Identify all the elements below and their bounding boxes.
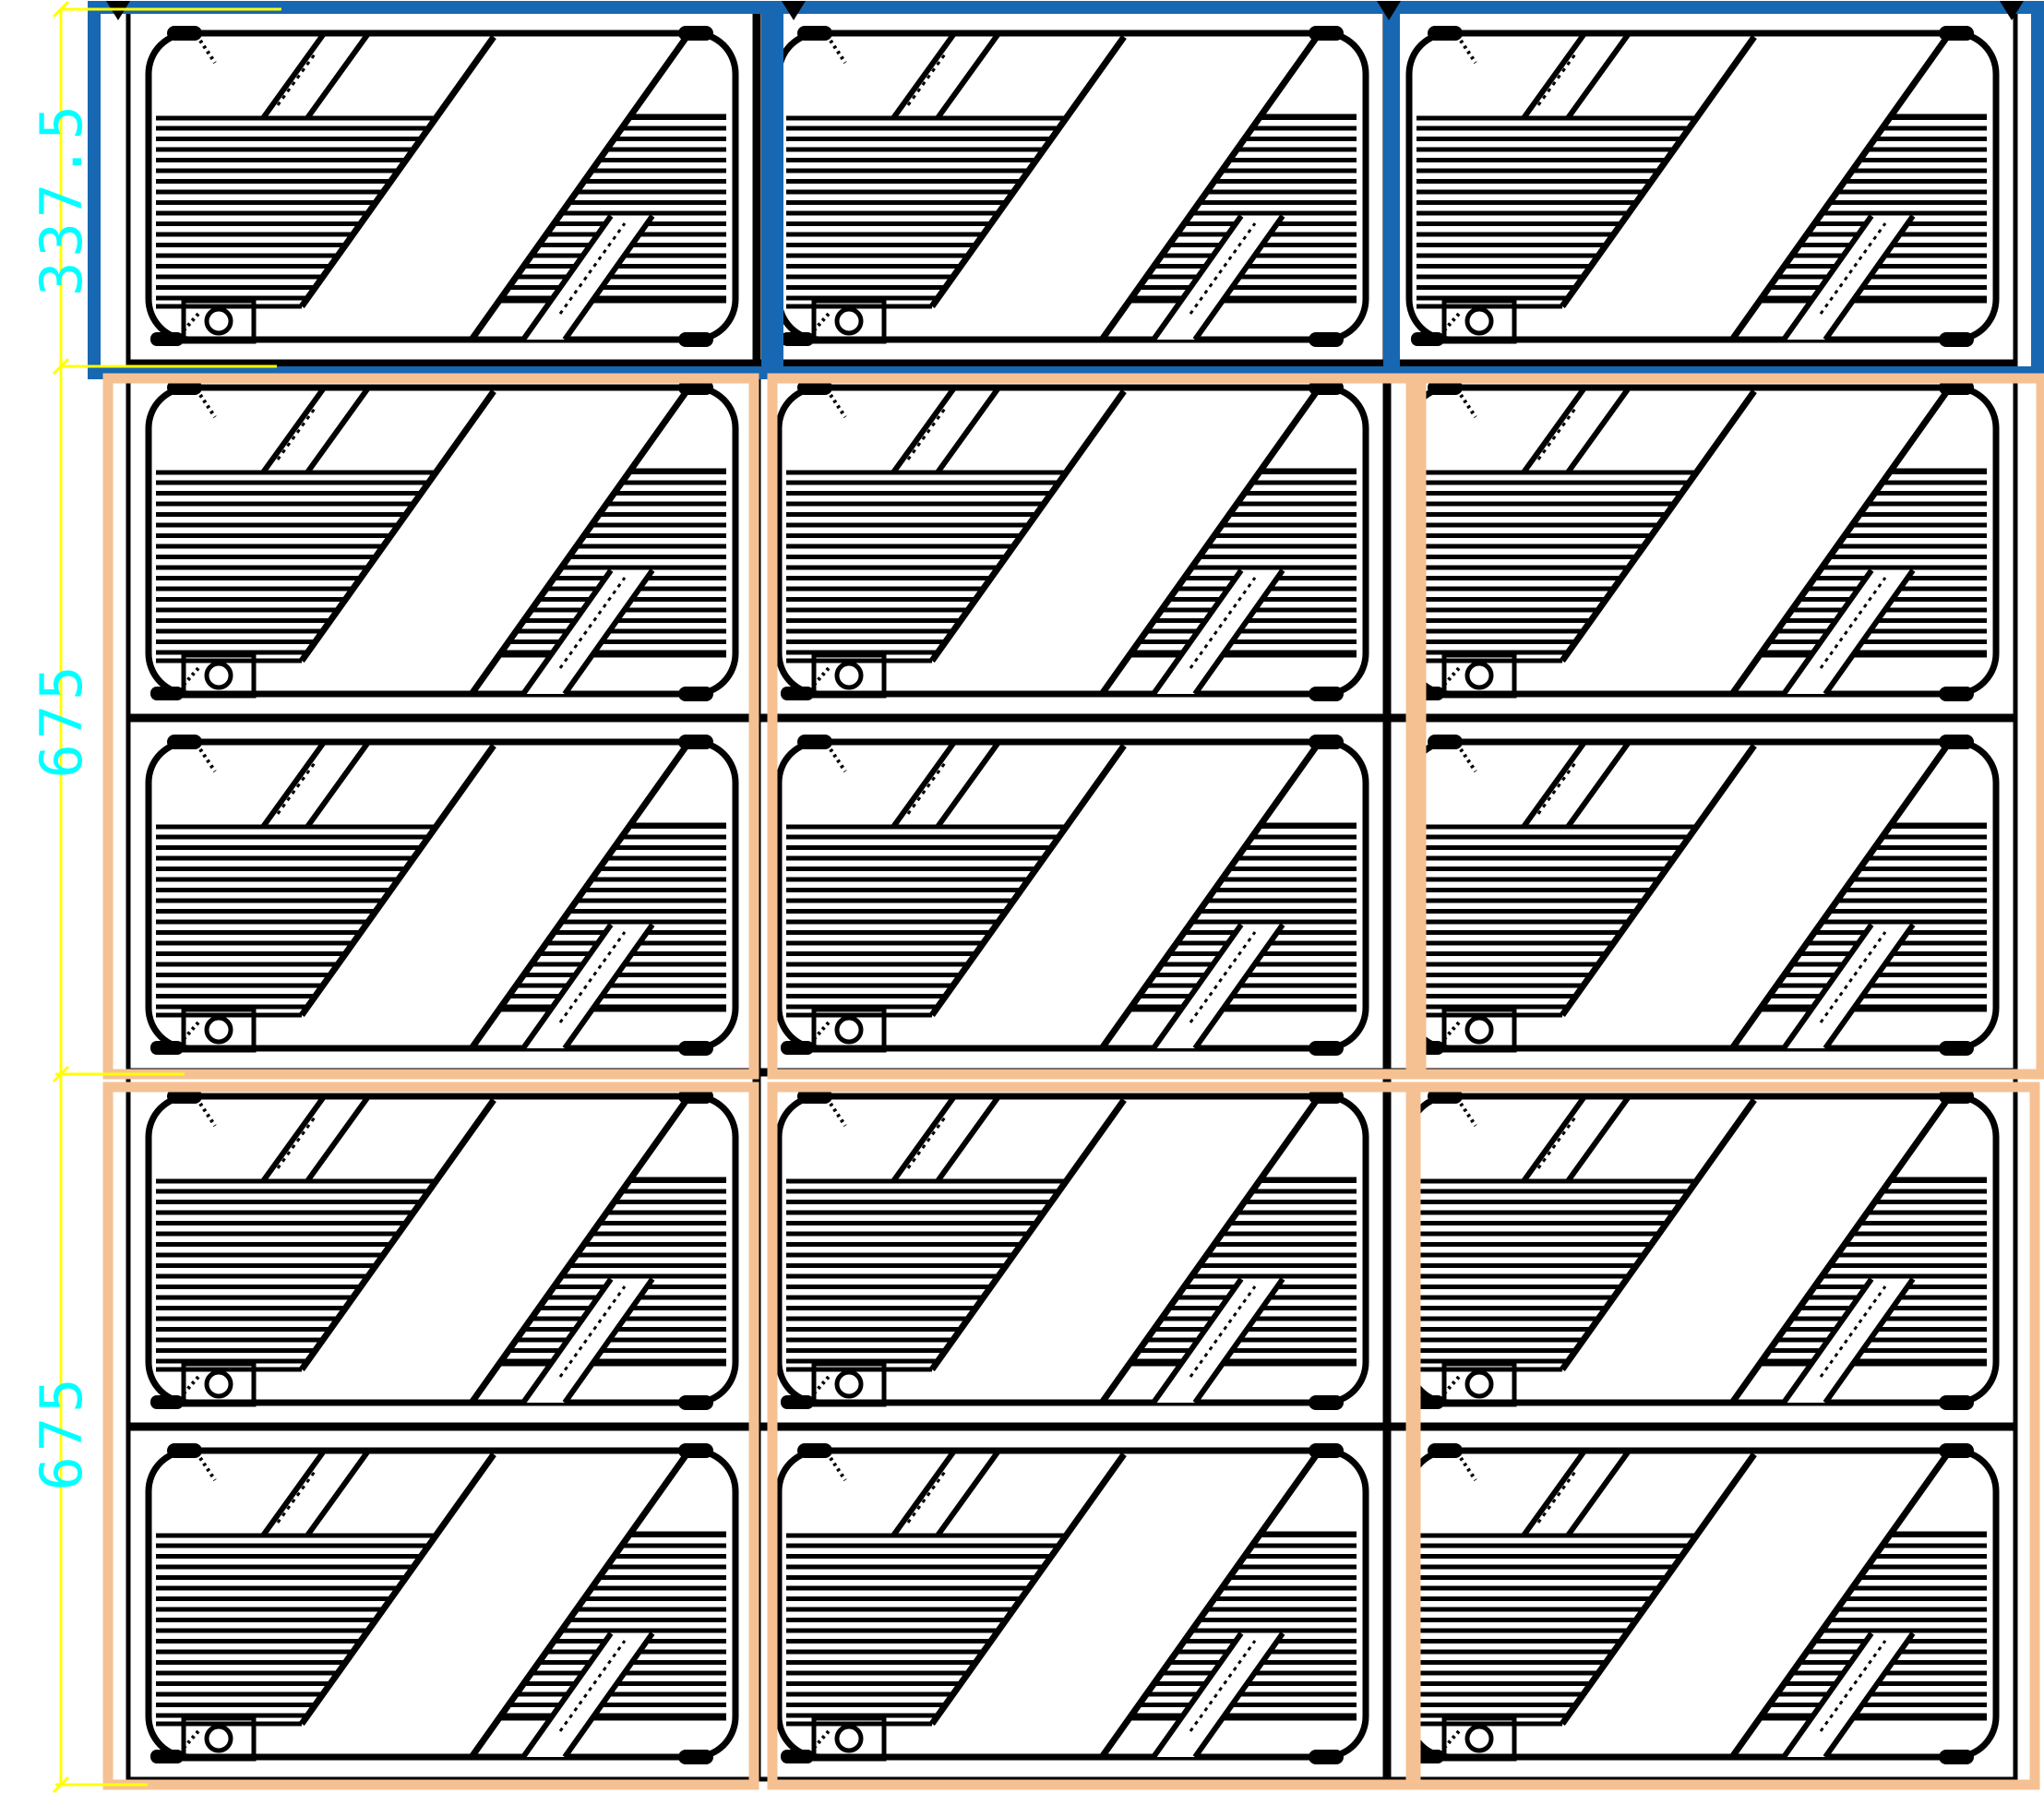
- panel-cell-r2-c2: [759, 365, 1385, 716]
- panel-cell-r1-c3: [1389, 11, 2015, 362]
- panel-cell-r3-c3: [1389, 720, 2015, 1070]
- panel-cell-r1-c2: [759, 11, 1385, 362]
- down-triangle-marker: [782, 1, 806, 20]
- panel-cell-r5-c3: [1389, 1428, 2015, 1779]
- orange-highlight-rect-6: [1410, 1082, 2040, 1790]
- down-triangle-marker: [1377, 1, 1401, 20]
- dimension-label-middle: 675: [28, 662, 95, 779]
- panel-cell-r2-c1: [128, 365, 755, 716]
- panel-cell-r2-c3: [1389, 365, 2015, 716]
- dimension-tick: [52, 0, 70, 18]
- highlight-overlays: [88, 1, 2044, 1790]
- panel-cell-r5-c2: [759, 1428, 1385, 1779]
- dimension-tick: [52, 1065, 70, 1083]
- panel-cell-r4-c1: [128, 1074, 755, 1425]
- orange-highlight-rect-3: [1416, 373, 2044, 1080]
- down-triangle-marker: [2000, 1, 2024, 20]
- blue-highlight-rect-3: [1387, 1, 2044, 379]
- panel-cell-r5-c1: [128, 1428, 755, 1779]
- panel-cell-r4-c3: [1389, 1074, 2015, 1425]
- panel-cell-r3-c1: [128, 720, 755, 1070]
- blue-highlight-rect-1: [88, 1, 774, 379]
- orange-highlight-rect-1: [102, 373, 759, 1080]
- orange-highlight-rect-2: [767, 373, 1416, 1080]
- panel-cell-r1-c1: [128, 11, 755, 362]
- dimension-label-bottom: 675: [28, 1374, 95, 1491]
- dimension-tick: [52, 357, 70, 376]
- dimension-label-top: 337.5: [28, 101, 95, 296]
- panel-cell-r3-c2: [759, 720, 1385, 1070]
- dimension-tick: [52, 1775, 70, 1793]
- orange-highlight-rect-4: [102, 1082, 759, 1790]
- dimension-annotations: 337.5 675 675: [28, 0, 281, 1793]
- panel-grid: [128, 11, 2015, 1779]
- panel-cell-r4-c2: [759, 1074, 1385, 1425]
